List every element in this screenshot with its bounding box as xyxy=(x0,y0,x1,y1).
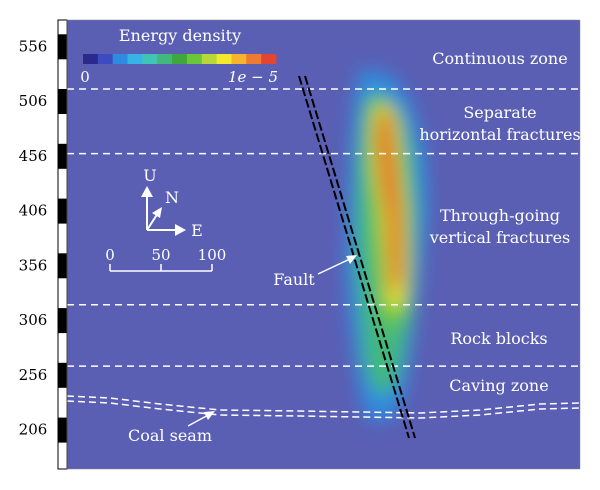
colorbar-cell xyxy=(216,54,232,64)
y-tick-label: 256 xyxy=(19,366,48,384)
y-axis-segment xyxy=(58,362,67,388)
colorbar: Energy density 0 1e − 5 xyxy=(80,26,278,86)
east-arrow-head xyxy=(175,224,186,236)
colorbar-cell xyxy=(127,54,143,64)
y-axis-segment xyxy=(58,198,67,224)
y-tick-label: 206 xyxy=(19,421,48,439)
y-axis-segment xyxy=(58,253,67,279)
zone-label-through-line2: vertical fractures xyxy=(429,228,571,247)
scale-bar-label-0: 0 xyxy=(105,246,115,264)
y-axis-tick-labels: 556 506 456 406 356 306 256 206 xyxy=(19,37,48,438)
y-tick-label: 456 xyxy=(19,147,48,165)
y-axis-segment xyxy=(58,143,67,169)
y-axis-segment xyxy=(58,308,67,334)
colorbar-title: Energy density xyxy=(119,26,241,45)
scale-bar-label-100: 100 xyxy=(198,246,227,264)
coal-seam-line-top xyxy=(66,395,581,414)
colorbar-cell xyxy=(172,54,188,64)
y-axis-segments xyxy=(58,34,67,443)
y-axis-segment xyxy=(58,34,67,60)
y-tick-label: 406 xyxy=(19,202,48,220)
fault-line-right xyxy=(304,75,416,439)
y-tick-label: 356 xyxy=(19,256,48,274)
colorbar-cells xyxy=(83,54,277,64)
zone-label-through-line1: Through-going xyxy=(440,206,560,225)
colorbar-cell xyxy=(261,54,277,64)
y-tick-label: 556 xyxy=(19,37,48,55)
fault-label: Fault xyxy=(273,270,315,289)
plot-background xyxy=(67,20,580,469)
zone-label-separate-line1: Separate xyxy=(463,103,536,122)
zone-label-separate-line2: horizontal fractures xyxy=(419,125,580,144)
fault-lines xyxy=(298,75,416,439)
zone-boundaries xyxy=(67,88,580,367)
up-label: U xyxy=(143,166,156,185)
y-tick-label: 306 xyxy=(19,311,48,329)
energy-field xyxy=(345,68,428,422)
colorbar-cell xyxy=(186,54,203,64)
coal-seam xyxy=(66,395,581,419)
fault-arrow xyxy=(317,257,353,275)
colorbar-cell xyxy=(142,54,158,64)
coal-seam-label: Coal seam xyxy=(128,426,212,445)
y-axis-bar xyxy=(57,19,68,470)
y-axis-segment xyxy=(58,89,67,114)
coal-seam-arrow-head xyxy=(204,411,215,420)
north-arrow-head xyxy=(152,207,162,218)
orientation-compass: U N E xyxy=(141,166,203,240)
zone-label-caving: Caving zone xyxy=(449,376,548,395)
energy-contour-4 xyxy=(377,109,403,294)
colorbar-cell xyxy=(157,54,173,64)
scale-bar-label-50: 50 xyxy=(151,246,170,264)
y-axis-segment xyxy=(58,417,67,443)
scale-bar: 0 50 100 xyxy=(105,246,227,272)
colorbar-cell xyxy=(231,54,247,64)
plot-frame xyxy=(66,19,581,470)
colorbar-cell xyxy=(201,54,217,64)
colorbar-max-label: 1e − 5 xyxy=(228,68,278,86)
fault-line-left xyxy=(298,75,410,439)
zone-label-rock-blocks: Rock blocks xyxy=(450,329,547,348)
colorbar-min-label: 0 xyxy=(80,68,90,86)
colorbar-cell xyxy=(97,54,113,64)
east-label: E xyxy=(191,221,203,240)
north-label: N xyxy=(165,188,179,207)
up-arrow-head xyxy=(141,186,153,197)
colorbar-cell xyxy=(246,54,262,64)
zone-label-continuous: Continuous zone xyxy=(432,49,567,68)
y-tick-label: 506 xyxy=(19,92,48,110)
fault-arrow-head xyxy=(346,255,357,264)
colorbar-cell xyxy=(83,54,99,64)
north-arrow xyxy=(146,212,159,231)
colorbar-cell xyxy=(112,54,128,64)
coal-seam-line-bottom xyxy=(66,400,581,419)
